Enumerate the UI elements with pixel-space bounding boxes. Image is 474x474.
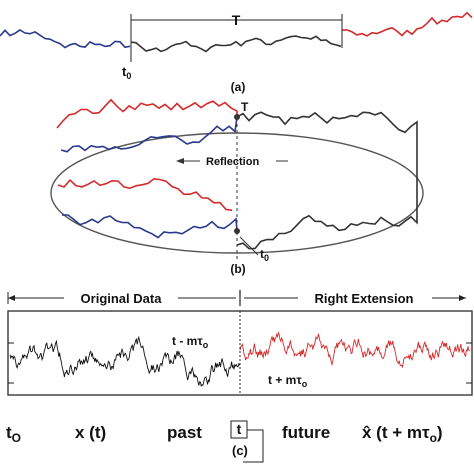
t0-label: t0 <box>260 247 269 263</box>
reflection-arrowhead <box>176 158 184 164</box>
original-signal-black <box>9 335 240 387</box>
extension-signal-red <box>239 331 470 369</box>
t0-bottom-label: tO <box>6 423 21 445</box>
reflected-series-blue-bottom <box>62 214 238 239</box>
right-extension-label: Right Extension <box>315 291 414 306</box>
xhat-label: x̂ (t + mτo) <box>362 423 443 445</box>
period-series-dark <box>236 111 418 250</box>
top-point <box>234 114 240 120</box>
bracket-left-arrow <box>8 295 15 301</box>
caption-a: (a) <box>231 80 246 94</box>
reflected-series-blue-top <box>60 116 238 153</box>
top-label: T <box>241 100 249 114</box>
period-series-dark <box>130 35 342 53</box>
future-label: future <box>282 423 330 442</box>
past-label: past <box>167 423 202 442</box>
t-marker-label: t <box>237 421 242 437</box>
period-label: T <box>232 12 241 28</box>
panel-c: Original Data Right Extension t - mτo t … <box>6 290 473 463</box>
xt-label: x (t) <box>75 423 106 442</box>
original-data-label: Original Data <box>81 291 163 306</box>
reflected-series-red-bottom <box>57 177 233 211</box>
caption-b: (b) <box>230 262 245 276</box>
t0-leader <box>239 236 259 256</box>
bottom-point <box>234 228 240 234</box>
reflected-series-red-top <box>56 98 238 129</box>
t-minus-label: t - mτo <box>172 334 209 350</box>
bracket-right-arrow <box>459 295 466 301</box>
caption-c: (c) <box>232 443 248 458</box>
panel-a: T t0 (a) <box>0 11 473 94</box>
t-plus-label: t + mτo <box>268 373 308 389</box>
reflection-label: Reflection <box>206 156 259 168</box>
t0-label: t0 <box>122 64 131 81</box>
original-series-blue <box>0 29 131 49</box>
panel-b: T Reflection t0 (b) <box>50 98 424 276</box>
extension-series-red <box>341 11 473 37</box>
caption-c-connector <box>243 429 264 463</box>
